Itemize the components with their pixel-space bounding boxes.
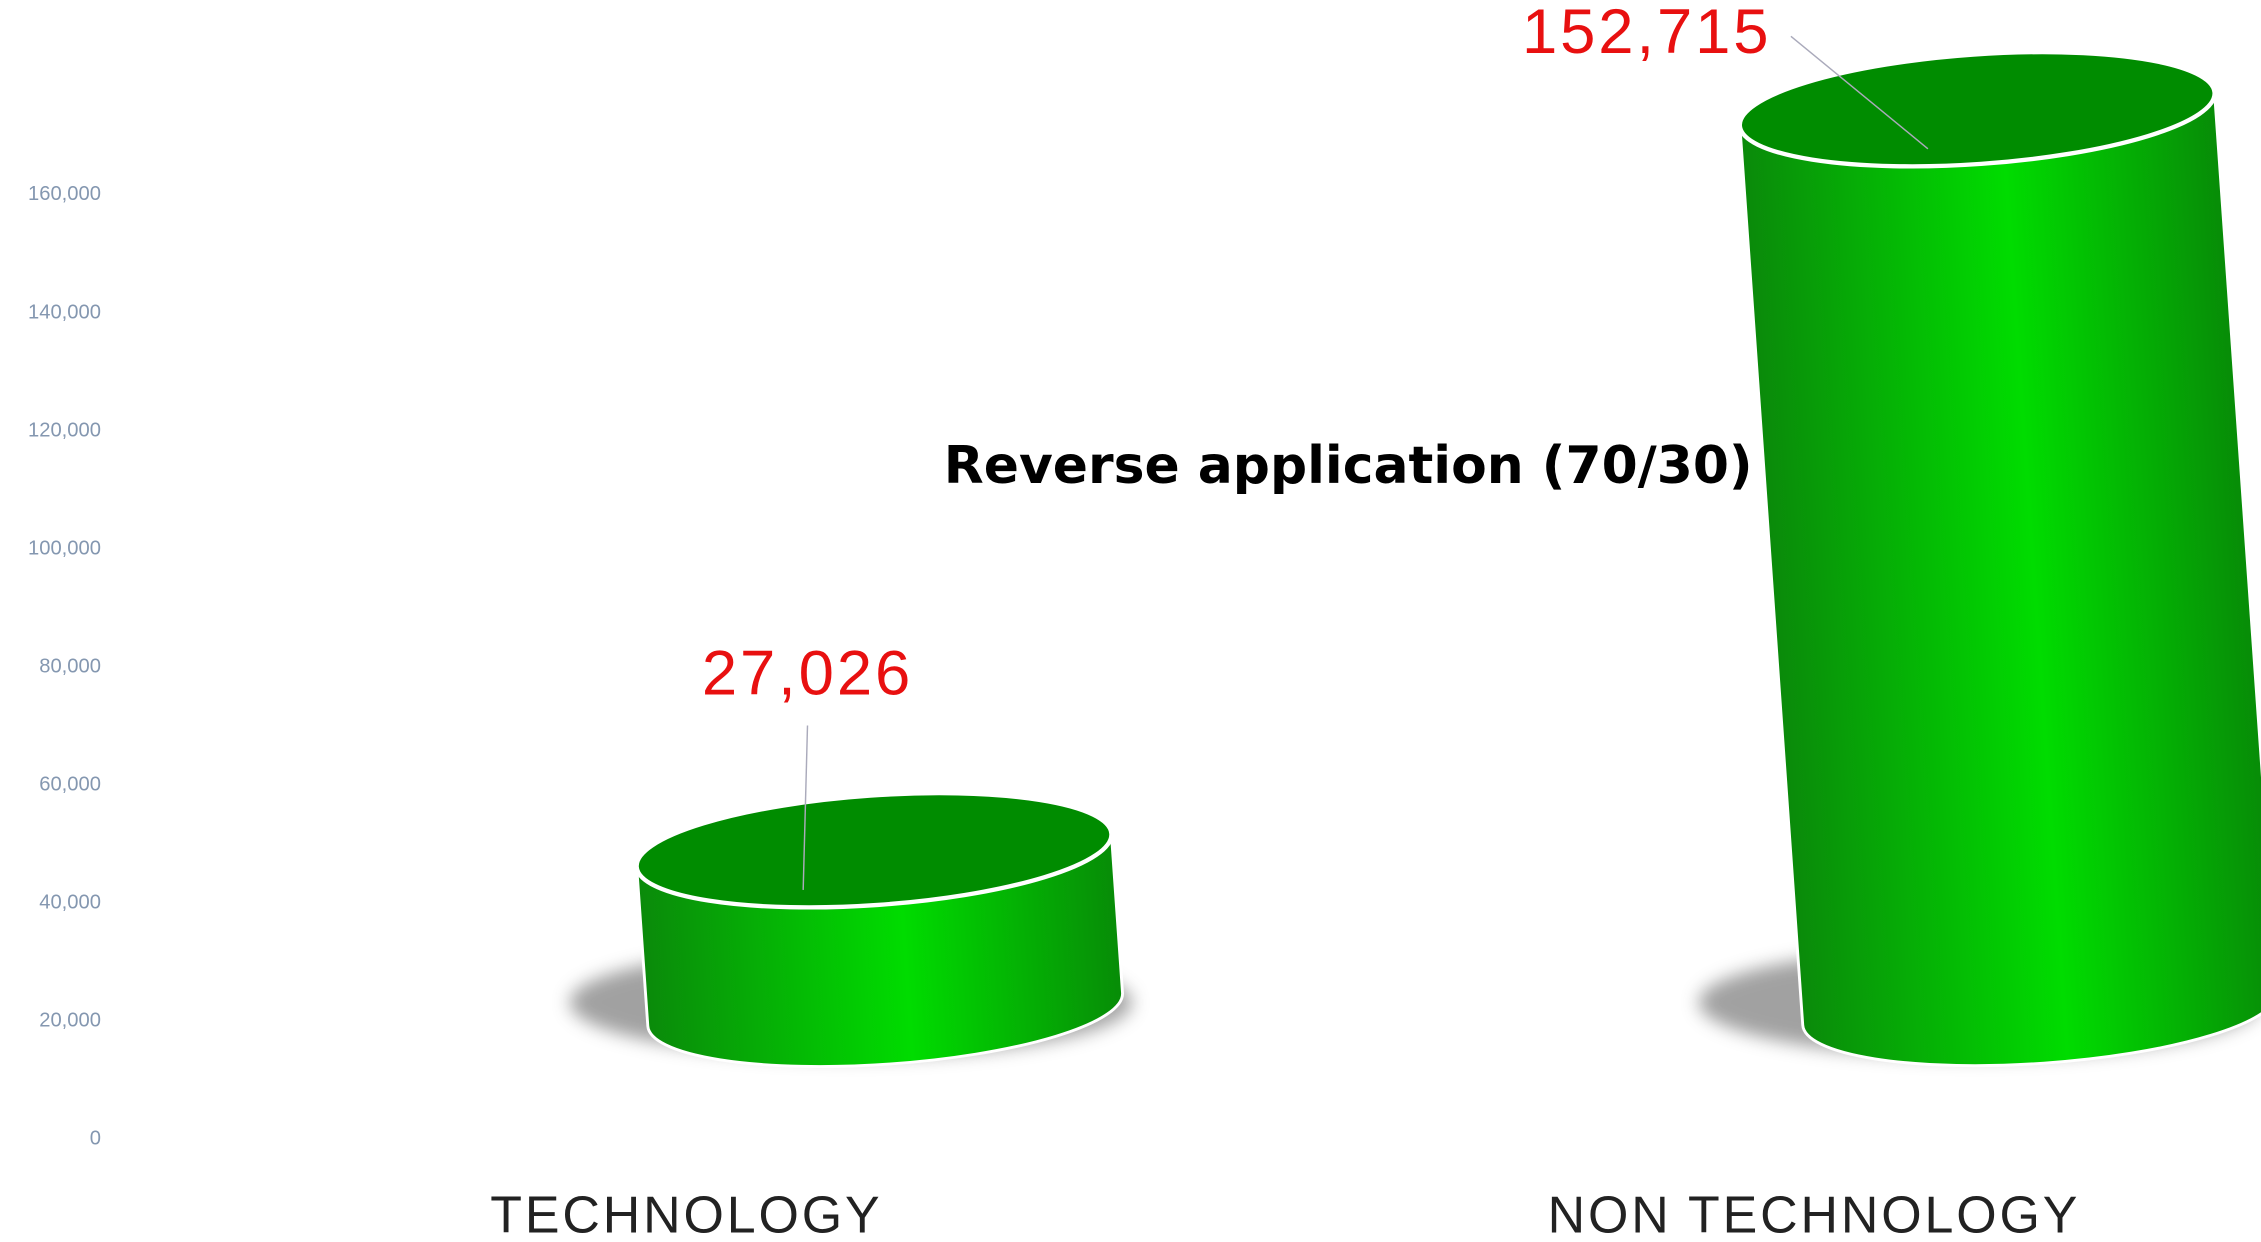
cylinder-top — [634, 790, 1114, 910]
leader-line — [1790, 35, 1929, 150]
y-tick-label: 60,000 — [39, 774, 101, 796]
x-tick-label: TECHNOLOGY — [490, 1186, 882, 1242]
cylinder-top — [1737, 49, 2217, 169]
chart-title: Reverse application (70/30) — [944, 436, 1753, 496]
cylinder-body — [1738, 91, 2261, 1068]
y-tick-label: 160,000 — [28, 183, 101, 205]
y-tick-label: 20,000 — [39, 1010, 101, 1032]
cylinder — [634, 790, 1124, 1068]
x-tick-label: NON TECHNOLOGY — [1548, 1186, 2081, 1242]
data-label: 152,715 — [1522, 0, 1772, 67]
data-label: 27,026 — [702, 639, 913, 709]
y-tick-label: 100,000 — [28, 537, 101, 559]
leader-line — [802, 725, 809, 890]
y-tick-label: 80,000 — [39, 655, 101, 677]
y-tick-label: 120,000 — [28, 419, 101, 441]
cylinder — [1737, 49, 2261, 1068]
y-tick-label: 40,000 — [39, 892, 101, 914]
y-tick-label: 140,000 — [28, 301, 101, 323]
y-tick-label: 0 — [90, 1128, 101, 1150]
